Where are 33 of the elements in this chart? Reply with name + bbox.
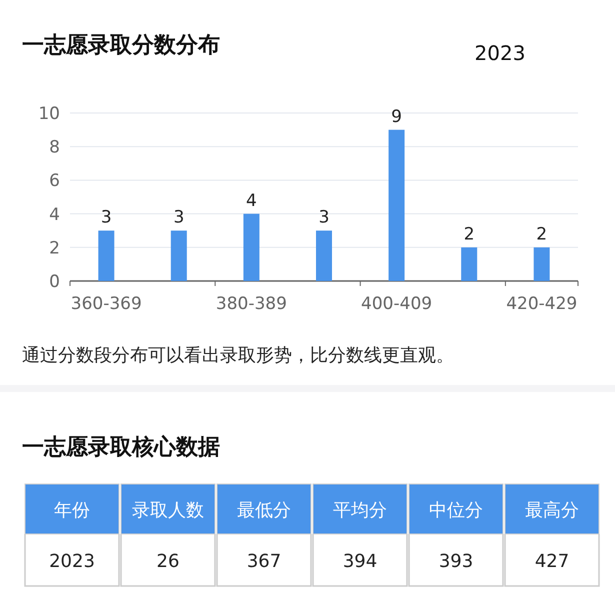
category-label: 最高分 <box>525 500 579 521</box>
y-tick-label: 8 <box>49 138 60 158</box>
data-label: 9 <box>391 106 402 127</box>
x-tick-label: 380-389 <box>216 294 287 314</box>
category-label: 中位分 <box>429 500 483 521</box>
category-label: 年份 <box>54 500 90 521</box>
data-label: 394 <box>342 551 378 572</box>
data-label: 2023 <box>49 551 95 572</box>
data-label: 427 <box>534 551 570 572</box>
data-label: 2 <box>536 224 548 244</box>
category-label: 最低分 <box>237 500 291 521</box>
x-tick-label: 420-429 <box>506 294 578 314</box>
data-label: 2 <box>464 224 475 244</box>
x-tick-label: 360-369 <box>70 294 142 314</box>
x-tick-label: 400-409 <box>361 294 432 314</box>
chart-title: 一志愿录取分数分布 <box>22 33 220 58</box>
data-label: 3 <box>173 208 184 228</box>
category-label: 录取人数 <box>132 500 204 521</box>
data-label: 3 <box>318 208 330 228</box>
data-label: 4 <box>246 190 257 211</box>
y-tick-label: 6 <box>49 171 60 192</box>
text: 通过分数段分布可以看出录取形势，比分数线更直观。 <box>22 345 454 366</box>
category-label: 平均分 <box>333 500 387 521</box>
y-tick-label: 10 <box>38 104 60 124</box>
data-label: 367 <box>246 551 282 572</box>
data-label: 3 <box>100 208 112 228</box>
y-tick-label: 4 <box>49 204 60 225</box>
data-label: 26 <box>156 551 180 572</box>
y-tick-label: 2 <box>49 238 60 258</box>
data-label: 393 <box>438 551 474 572</box>
text: 一志愿录取核心数据 <box>22 434 220 460</box>
y-tick-label: 0 <box>49 272 60 292</box>
chart-subtitle: 2023 <box>474 41 526 65</box>
